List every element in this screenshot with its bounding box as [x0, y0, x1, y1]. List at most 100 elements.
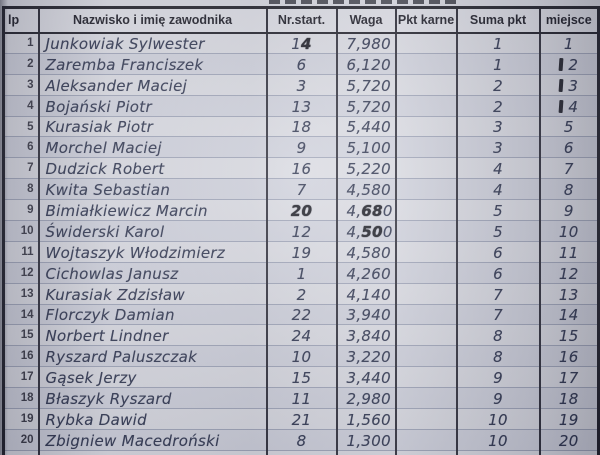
col-header-penalty-points: Pkt karne	[395, 7, 458, 34]
name-cell: Bimiałkiewicz Marcin	[38, 199, 268, 222]
name-cell: Kwita Sebastian	[38, 178, 268, 201]
table-row: 7 Dudzick Robert 16 5,220 4 7	[3, 157, 600, 180]
table-row: 2 Zaremba Franciszek 6 6,120 1 2	[3, 53, 600, 75]
table-row: 5 Kurasiak Piotr 18 5,440 3 5	[3, 116, 600, 138]
empty-cell	[336, 450, 397, 455]
col-header-start-number: Nr.start.	[266, 7, 338, 34]
name-cell: Junkowiak Sylwester	[38, 32, 268, 54]
penalty-points-cell	[395, 283, 458, 305]
lp-cell: 16	[3, 345, 40, 368]
penalty-points-cell	[395, 53, 458, 75]
bold-ink-correction: 50	[361, 222, 383, 241]
table-row: 17 Gąsek Jerzy 15 3,440 9 17	[3, 366, 600, 389]
weight-cell: 5,220	[336, 157, 397, 180]
place-cell: 17	[539, 366, 600, 389]
penalty-points-cell	[395, 241, 458, 263]
place-cell: 20	[539, 429, 600, 451]
name-cell: Zaremba Franciszek	[38, 53, 268, 75]
place-cell: 6	[539, 136, 600, 159]
sum-points-cell: 2	[456, 74, 541, 96]
start-number-cell: 16	[266, 157, 338, 180]
penalty-points-cell	[395, 220, 458, 242]
cropped-title-text	[269, 0, 457, 4]
start-number-cell: 3	[266, 74, 338, 96]
start-number-cell: 9	[266, 136, 338, 159]
start-number-cell: 6	[266, 53, 338, 75]
penalty-points-cell	[395, 157, 458, 180]
penalty-points-cell	[395, 429, 458, 451]
sum-points-cell: 7	[456, 304, 541, 326]
weight-cell: 3,840	[336, 324, 397, 347]
place-cell: 3	[539, 74, 600, 96]
col-header-place: miejsce	[539, 7, 600, 34]
lp-cell: 12	[3, 262, 40, 284]
sum-points-cell: 5	[456, 199, 541, 222]
start-number-cell: 13	[266, 95, 338, 117]
place-cell: 4	[539, 95, 600, 117]
penalty-points-cell	[395, 199, 458, 222]
start-number-cell: 14	[266, 32, 338, 54]
start-number-cell: 11	[266, 387, 338, 410]
place-value: 4	[568, 97, 579, 116]
start-number-cell: 8	[266, 429, 338, 451]
table-row: 16 Ryszard Paluszczak 10 3,220 8 16	[3, 345, 600, 368]
start-number-cell: 10	[266, 345, 338, 368]
penalty-points-cell	[395, 116, 458, 138]
lp-cell: 11	[3, 241, 40, 263]
table-row: 15 Norbert Lindner 24 3,840 8 15	[3, 324, 600, 347]
weight-cell: 5,720	[336, 74, 397, 96]
sum-points-cell: 7	[456, 283, 541, 305]
sum-points-cell: 6	[456, 262, 541, 284]
sum-points-cell: 6	[456, 241, 541, 263]
table-row: 10 Świderski Karol 12 4,500 5 10	[3, 220, 600, 242]
name-cell: Świderski Karol	[38, 220, 268, 242]
lp-cell: 13	[3, 283, 40, 305]
lp-cell: 9	[3, 199, 40, 222]
start-number-cell: 22	[266, 304, 338, 326]
sum-points-cell: 10	[456, 408, 541, 430]
penalty-points-cell	[395, 178, 458, 201]
weight-cell: 4,260	[336, 262, 397, 284]
empty-cell	[395, 450, 458, 455]
weight-cell: 1,300	[336, 429, 397, 451]
place-cell: 19	[539, 408, 600, 430]
header-row: lp Nazwisko i imię zawodnika Nr.start. W…	[3, 7, 600, 34]
name-cell: Błaszyk Ryszard	[38, 387, 268, 410]
weight-cell: 4,580	[336, 178, 397, 201]
stray-ink-mark	[558, 78, 564, 92]
penalty-points-cell	[395, 32, 458, 54]
penalty-points-cell	[395, 74, 458, 96]
name-cell: Norbert Lindner	[38, 324, 268, 347]
name-cell: Kurasiak Piotr	[38, 116, 268, 138]
sum-points-cell: 3	[456, 136, 541, 159]
lp-cell: 17	[3, 366, 40, 389]
weight-cell: 4,140	[336, 283, 397, 305]
penalty-points-cell	[395, 262, 458, 284]
name-cell: Cichowlas Janusz	[38, 262, 268, 284]
lp-cell: 14	[3, 304, 40, 326]
empty-cell	[3, 450, 40, 455]
name-cell: Ryszard Paluszczak	[38, 345, 268, 368]
penalty-points-cell	[395, 345, 458, 368]
name-cell: Zbigniew Macedroński	[38, 429, 268, 451]
start-number-cell: 18	[266, 116, 338, 138]
start-number-cell: 24	[266, 324, 338, 347]
start-number-cell: 7	[266, 178, 338, 201]
sum-points-cell: 8	[456, 324, 541, 347]
table-row: 4 Bojański Piotr 13 5,720 2 4	[3, 95, 600, 117]
place-cell: 11	[539, 241, 600, 263]
lp-cell: 10	[3, 220, 40, 242]
start-number-cell: 12	[266, 220, 338, 242]
start-number-cell: 20	[266, 199, 338, 222]
stray-ink-mark	[558, 99, 564, 113]
table-row-partial	[3, 450, 600, 455]
start-number-cell: 15	[266, 366, 338, 389]
lp-cell: 15	[3, 324, 40, 347]
lp-cell: 3	[3, 74, 40, 96]
start-number-cell: 1	[266, 262, 338, 284]
place-cell: 5	[539, 116, 600, 138]
table-row: 9 Bimiałkiewicz Marcin 20 4,680 5 9	[3, 199, 600, 222]
place-cell: 15	[539, 324, 600, 347]
place-cell: 9	[539, 199, 600, 222]
